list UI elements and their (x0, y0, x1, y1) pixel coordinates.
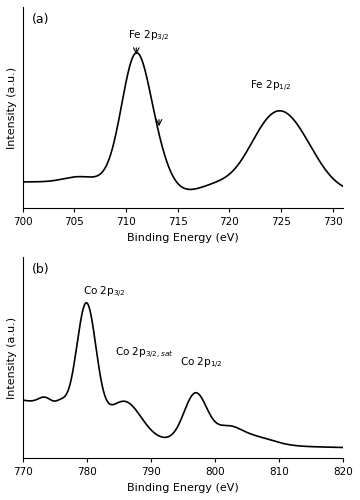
Text: (b): (b) (32, 263, 50, 276)
Text: Fe 2p$_{1/2}$: Fe 2p$_{1/2}$ (250, 79, 292, 94)
Text: (a): (a) (32, 13, 50, 26)
X-axis label: Binding Energy (eV): Binding Energy (eV) (127, 483, 239, 493)
Text: Co 2p$_{3/2, sat}$: Co 2p$_{3/2, sat}$ (116, 346, 174, 361)
Text: Co 2p$_{1/2}$: Co 2p$_{1/2}$ (180, 356, 222, 372)
X-axis label: Binding Energy (eV): Binding Energy (eV) (127, 233, 239, 243)
Text: Fe 2p$_{3/2}$: Fe 2p$_{3/2}$ (128, 28, 170, 44)
Y-axis label: Intensity (a.u.): Intensity (a.u.) (7, 316, 17, 399)
Y-axis label: Intensity (a.u.): Intensity (a.u.) (7, 66, 17, 149)
Text: Co 2p$_{3/2}$: Co 2p$_{3/2}$ (84, 284, 126, 300)
